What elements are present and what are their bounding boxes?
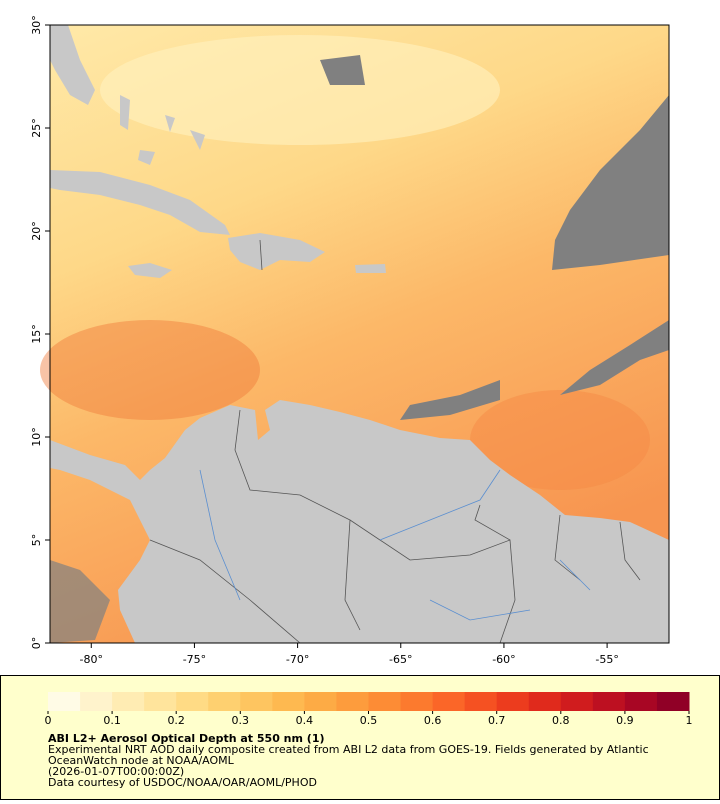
caption-line: Data courtesy of USDOC/NOAA/OAR/AOML/PHO… (48, 776, 317, 789)
high-aod-area (40, 320, 260, 420)
no-data (552, 95, 669, 270)
colorbar-swatch (592, 692, 626, 711)
colorbar-swatch (464, 692, 498, 711)
colorbar-swatch (208, 692, 241, 711)
colorbar-swatch (272, 692, 305, 711)
colorbar-tick-label: 0 (45, 714, 52, 727)
colorbar-swatch (336, 692, 369, 711)
colorbar-swatch (240, 692, 273, 711)
low-aod-area (100, 35, 500, 145)
land (50, 400, 669, 643)
x-tick-label: -75° (183, 653, 206, 666)
colorbar-swatch (144, 692, 177, 711)
colorbar-swatch (48, 692, 81, 711)
colorbar-tick-label: 1 (686, 714, 693, 727)
x-tick-label: -80° (80, 653, 103, 666)
borders (149, 239, 641, 644)
land (120, 95, 205, 165)
colorbar-tick-label: 0.7 (488, 714, 506, 727)
land (50, 170, 230, 235)
rivers (199, 469, 591, 621)
y-tick-label: 15° (30, 324, 43, 344)
colorbar-tick-label: 0.9 (616, 714, 634, 727)
high-aod-area (470, 390, 650, 490)
colorbar-swatch (176, 692, 209, 711)
colorbar-tick-label: 0.1 (103, 714, 121, 727)
caption-line: (2026-01-07T00:00:00Z) (48, 765, 184, 778)
land (355, 264, 386, 273)
y-tick-label: 25° (30, 118, 43, 138)
caption-line: Experimental NRT AOD daily composite cre… (48, 743, 649, 756)
colorbar-swatch (560, 692, 594, 711)
colorbar-tick-label: 0.8 (552, 714, 570, 727)
y-tick-label: 0° (30, 637, 43, 650)
colorbar-swatch (496, 692, 530, 711)
colorbar-swatch (400, 692, 434, 711)
colorbar-swatch (112, 692, 145, 711)
y-tick-label: 5° (30, 534, 43, 547)
colorbar-tick-label: 0.3 (232, 714, 250, 727)
colorbar-tick-label: 0.5 (360, 714, 378, 727)
no-data (50, 560, 110, 643)
colorbar-swatch (432, 692, 466, 711)
x-tick-label: -65° (389, 653, 412, 666)
no-data (560, 320, 669, 395)
colorbar-tick-label: 0.4 (296, 714, 314, 727)
land (128, 263, 172, 278)
colorbar-swatch (528, 692, 562, 711)
x-tick-label: -55° (595, 653, 618, 666)
caption-title: ABI L2+ Aerosol Optical Depth at 550 nm … (48, 732, 325, 745)
y-tick-label: 10° (30, 427, 43, 447)
map (40, 24, 670, 644)
no-data (320, 55, 365, 85)
colorbar-swatch (80, 692, 113, 711)
x-tick-label: -70° (286, 653, 309, 666)
land (228, 233, 325, 270)
land (50, 25, 95, 105)
colorbar-swatch (624, 692, 658, 711)
colorbar-tick-label: 0.6 (424, 714, 442, 727)
y-tick-label: 20° (30, 221, 43, 241)
caption-line: OceanWatch node at NOAA/AOML (48, 754, 235, 767)
colorbar-tick-label: 0.2 (167, 714, 185, 727)
colorbar-swatch (368, 692, 402, 711)
x-tick-label: -60° (492, 653, 515, 666)
y-tick-label: 30° (30, 15, 43, 35)
no-data (400, 380, 500, 420)
colorbar-swatch (656, 692, 690, 711)
colorbar-swatch (304, 692, 337, 711)
